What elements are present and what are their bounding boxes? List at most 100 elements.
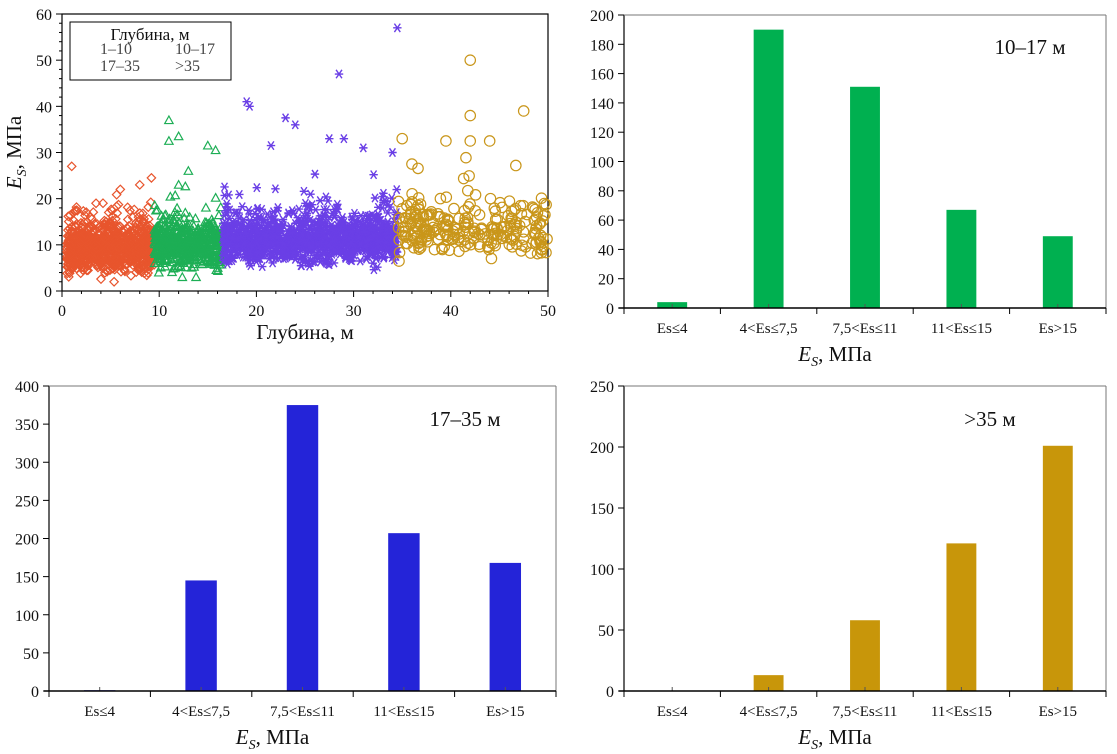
- x-axis-title-unit: , МПа: [256, 725, 310, 749]
- x-tick-label: 4<Es≤7,5: [740, 704, 798, 720]
- scatter-points: [61, 23, 553, 287]
- scatter-point: [298, 230, 307, 240]
- bar: [1042, 236, 1073, 308]
- scatter-point: [138, 213, 150, 224]
- chart-annotation: >35 м: [964, 407, 1015, 431]
- scatter-point: [272, 243, 282, 253]
- scatter-point: [173, 179, 184, 189]
- scatter-point: [171, 233, 182, 243]
- scatter-point: [131, 259, 142, 270]
- scatter-point: [106, 263, 117, 274]
- scatter-point: [65, 245, 76, 256]
- bar: [489, 562, 522, 691]
- bar-chart-3: Es≤4 4<Es≤7,5 7,5<Es≤11 11<Es≤15 Es>15 0 50 100…: [590, 379, 1107, 753]
- scatter-point: [415, 236, 427, 248]
- x-tick-label: 20: [248, 303, 264, 320]
- scatter-point: [261, 230, 270, 241]
- scatter-point: [263, 239, 272, 250]
- scatter-point: [103, 241, 114, 252]
- scatter-point: [132, 250, 143, 261]
- scatter-point: [406, 187, 418, 200]
- scatter-point: [122, 223, 133, 234]
- scatter-point: [66, 256, 77, 267]
- scatter-point: [337, 240, 346, 250]
- x-tick-label: Es≤4: [657, 321, 688, 337]
- scatter-point: [242, 97, 251, 107]
- scatter-point: [258, 261, 267, 272]
- y-tick-label: 50: [23, 646, 39, 663]
- scatter-point: [212, 265, 224, 276]
- scatter-point: [529, 226, 541, 239]
- scatter-point: [145, 197, 156, 208]
- scatter-point: [289, 208, 298, 218]
- scatter-point: [228, 225, 238, 235]
- scatter-point: [540, 246, 552, 259]
- scatter-point: [196, 244, 208, 254]
- scatter-point: [319, 248, 329, 259]
- scatter-point: [122, 228, 134, 239]
- scatter-point: [503, 195, 516, 207]
- scatter-point: [346, 238, 355, 248]
- scatter-point: [111, 189, 122, 200]
- y-tick-label: 0: [44, 284, 52, 301]
- scatter-point: [434, 192, 447, 205]
- scatter-point: [515, 207, 528, 220]
- x-tick-label: 11<Es≤15: [373, 704, 434, 720]
- legend-label: >35: [175, 58, 200, 75]
- scatter-point: [222, 199, 231, 209]
- scatter-point: [399, 230, 412, 242]
- scatter-point: [428, 243, 441, 256]
- scatter-point: [106, 242, 117, 254]
- x-axis-title-sub: S: [249, 738, 256, 753]
- y-tick-label: 200: [15, 532, 39, 549]
- scatter-point: [111, 201, 122, 212]
- scatter-point: [183, 222, 194, 232]
- x-axis-title-main: E: [797, 725, 811, 749]
- y-tick-label: 60: [36, 7, 52, 24]
- y-tick-label: 200: [590, 440, 614, 457]
- scatter-point: [379, 252, 389, 262]
- scatter-point: [210, 192, 221, 202]
- scatter-point: [392, 185, 401, 195]
- y-axis-title-main: E: [2, 176, 26, 190]
- scatter-point: [113, 257, 124, 268]
- bar: [185, 580, 217, 691]
- scatter-point: [177, 271, 188, 282]
- scatter-point: [540, 198, 552, 211]
- scatter-point: [68, 235, 79, 246]
- scatter-point: [514, 199, 527, 212]
- scatter-point: [211, 228, 222, 238]
- scatter-point: [198, 255, 210, 265]
- scatter-point: [325, 260, 334, 270]
- x-tick-label: 40: [443, 303, 459, 320]
- scatter-point: [206, 239, 217, 249]
- scatter-point: [91, 218, 103, 230]
- scatter-point: [356, 256, 365, 266]
- scatter-point: [91, 243, 102, 254]
- scatter-point: [166, 266, 178, 277]
- scatter-point: [505, 212, 517, 224]
- y-tick-label: 50: [598, 623, 614, 640]
- scatter-point: [221, 254, 231, 264]
- scatter-point: [191, 231, 202, 241]
- scatter-point: [457, 172, 470, 185]
- scatter-point: [79, 217, 90, 228]
- scatter-point: [369, 230, 378, 240]
- x-axis-title: ES, МПа: [797, 725, 872, 753]
- scatter-point: [210, 251, 221, 261]
- scatter-point: [90, 198, 102, 209]
- y-tick-label: 250: [590, 379, 614, 396]
- scatter-point: [159, 261, 171, 271]
- scatter-point: [412, 192, 425, 204]
- scatter-point: [120, 242, 131, 253]
- scatter-point: [156, 210, 167, 220]
- legend: Глубина, м1–10 10–17 17–35 >35: [69, 21, 232, 81]
- scatter-point: [313, 239, 323, 249]
- scatter-point: [78, 205, 89, 217]
- x-axis-title-main: E: [797, 342, 811, 366]
- scatter-point: [338, 212, 347, 223]
- y-tick-label: 140: [590, 96, 614, 113]
- scatter-point: [392, 222, 405, 234]
- scatter-point: [377, 220, 386, 230]
- scatter-point: [464, 54, 477, 66]
